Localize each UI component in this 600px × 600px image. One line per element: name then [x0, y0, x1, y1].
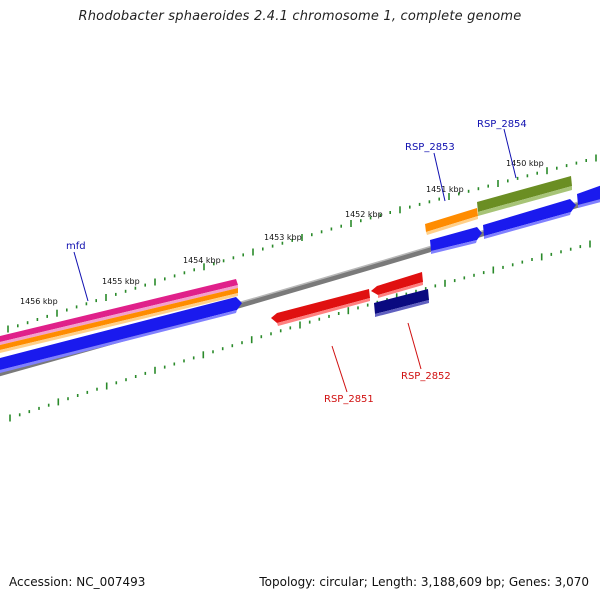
gene-rsp-2852[interactable]: [374, 289, 429, 314]
gene-label-rsp-2852[interactable]: RSP_2852: [401, 371, 451, 382]
leader-rsp-2852: [407, 322, 422, 370]
pink-track[interactable]: [0, 279, 238, 342]
tick-label-1450: 1450 kbp: [506, 159, 544, 168]
gene-label-rsp-2851[interactable]: RSP_2851: [324, 394, 374, 405]
tick-label-1452: 1452 kbp: [345, 210, 383, 219]
tick-dots-group: [7, 154, 597, 422]
tick-label-1454: 1454 kbp: [183, 256, 221, 265]
orange-track[interactable]: [0, 288, 238, 350]
label-leaders: [73, 128, 517, 393]
olive-track[interactable]: [477, 176, 572, 212]
gene-rsp-2851[interactable]: [271, 289, 370, 323]
reverse-strand-genes: [271, 272, 429, 326]
tick-label-1453: 1453 kbp: [264, 233, 302, 242]
gene-labels: mfd RSP_2853 RSP_2854 RSP_2851 RSP_2852: [66, 119, 527, 405]
leader-rsp-2853: [433, 152, 446, 202]
forward-gene[interactable]: [430, 227, 482, 251]
genome-stats-text: Topology: circular; Length: 3,188,609 bp…: [259, 575, 589, 589]
gene-rsp-2851-b[interactable]: [371, 272, 423, 295]
forward-strand-genes: [0, 184, 600, 373]
tick-label-1456: 1456 kbp: [20, 297, 58, 306]
forward-gene[interactable]: [0, 297, 242, 370]
gene-label-rsp-2853[interactable]: RSP_2853: [405, 142, 455, 153]
tick-label-1451: 1451 kbp: [426, 185, 464, 194]
gene-label-rsp-2854[interactable]: RSP_2854: [477, 119, 527, 130]
leader-rsp-2851: [331, 345, 348, 393]
orange-track-right[interactable]: [425, 208, 478, 232]
forward-gene[interactable]: [483, 199, 576, 236]
page-title: Rhodobacter sphaeroides 2.4.1 chromosome…: [78, 9, 522, 24]
feature-tracks: [0, 176, 572, 353]
tick-label-1455: 1455 kbp: [102, 277, 140, 286]
forward-gene[interactable]: [577, 184, 600, 205]
position-tick-labels: 1456 kbp 1455 kbp 1454 kbp 1453 kbp 1452…: [20, 159, 544, 306]
leader-rsp-2854: [503, 128, 517, 179]
gene-label-mfd[interactable]: mfd: [66, 241, 86, 252]
accession-text: Accession: NC_007493: [9, 575, 146, 589]
leader-mfd: [73, 251, 89, 302]
